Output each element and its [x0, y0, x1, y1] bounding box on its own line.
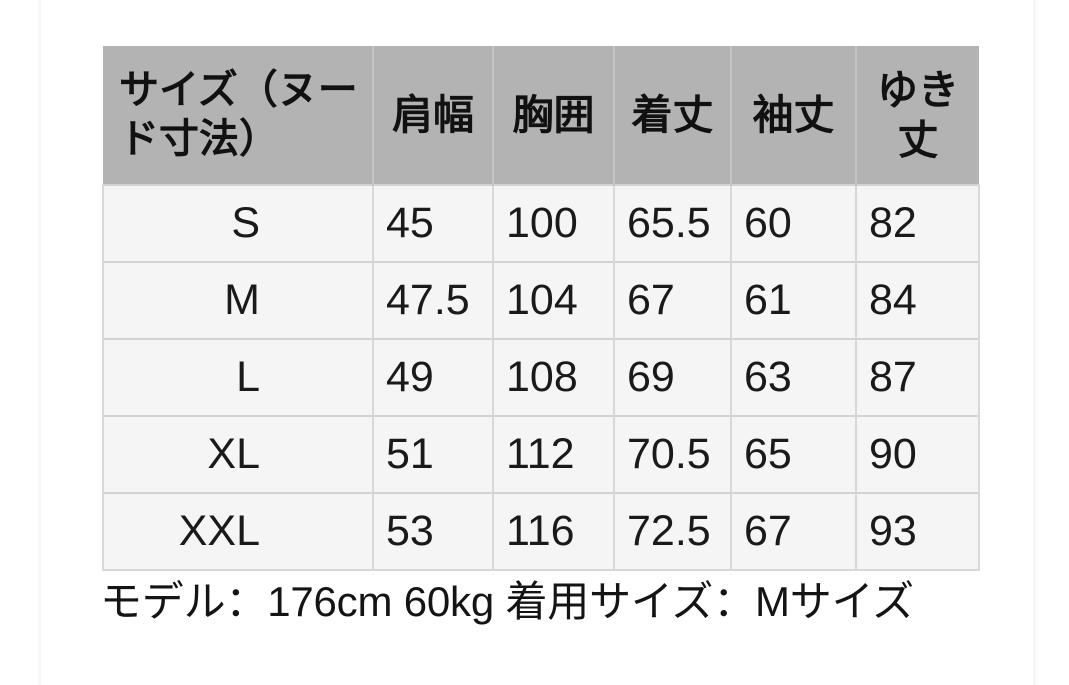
table-header: サイズ（ヌード寸法） 肩幅 胸囲 着丈 袖丈 ゆき丈 [103, 46, 979, 185]
cell-size: XL [102, 415, 374, 493]
cell-size: L [102, 338, 374, 416]
cell-chest: 116 [493, 492, 615, 571]
cell-shoulder: 51 [373, 415, 494, 493]
cell-sleeve: 63 [731, 338, 857, 416]
table-row: L 49 108 69 63 87 [102, 338, 980, 416]
cell-yuki: 84 [856, 261, 980, 339]
table-body: S 45 100 65.5 60 82 M 47.5 104 67 61 84 … [102, 184, 980, 571]
cell-chest: 112 [493, 415, 615, 493]
cell-sleeve: 67 [731, 492, 857, 571]
cell-shoulder: 47.5 [373, 261, 494, 339]
cell-length: 65.5 [614, 184, 732, 262]
cell-length: 69 [614, 338, 732, 416]
table-row: XXL 53 116 72.5 67 93 [102, 492, 980, 571]
table-row: M 47.5 104 67 61 84 [102, 261, 980, 339]
table-header-row: サイズ（ヌード寸法） 肩幅 胸囲 着丈 袖丈 ゆき丈 [103, 46, 979, 185]
column-header-size: サイズ（ヌード寸法） [103, 46, 374, 185]
left-gutter-rule [38, 0, 41, 685]
table-row: S 45 100 65.5 60 82 [102, 184, 980, 262]
cell-shoulder: 49 [373, 338, 494, 416]
cell-size: S [102, 184, 374, 262]
size-table-container: サイズ（ヌード寸法） 肩幅 胸囲 着丈 袖丈 ゆき丈 S 45 100 65.5… [102, 46, 980, 571]
cell-length: 67 [614, 261, 732, 339]
cell-size: M [102, 261, 374, 339]
cell-yuki: 93 [856, 492, 980, 571]
right-gutter-rule [1033, 0, 1036, 685]
cell-chest: 104 [493, 261, 615, 339]
cell-yuki: 90 [856, 415, 980, 493]
cell-chest: 100 [493, 184, 615, 262]
column-header-chest: 胸囲 [493, 46, 615, 185]
cell-size: XXL [102, 492, 374, 571]
cell-length: 72.5 [614, 492, 732, 571]
cell-chest: 108 [493, 338, 615, 416]
cell-shoulder: 45 [373, 184, 494, 262]
size-measurement-table: サイズ（ヌード寸法） 肩幅 胸囲 着丈 袖丈 ゆき丈 S 45 100 65.5… [102, 46, 980, 571]
cell-shoulder: 53 [373, 492, 494, 571]
column-header-shoulder: 肩幅 [373, 46, 494, 185]
cell-length: 70.5 [614, 415, 732, 493]
column-header-sleeve: 袖丈 [731, 46, 857, 185]
cell-yuki: 87 [856, 338, 980, 416]
cell-yuki: 82 [856, 184, 980, 262]
model-footnote: モデル：176cm 60kg 着用サイズ：Mサイズ [100, 578, 914, 625]
cell-sleeve: 61 [731, 261, 857, 339]
column-header-yuki: ゆき丈 [856, 46, 979, 185]
cell-sleeve: 65 [731, 415, 857, 493]
cell-sleeve: 60 [731, 184, 857, 262]
table-row: XL 51 112 70.5 65 90 [102, 415, 980, 493]
column-header-length: 着丈 [614, 46, 732, 185]
